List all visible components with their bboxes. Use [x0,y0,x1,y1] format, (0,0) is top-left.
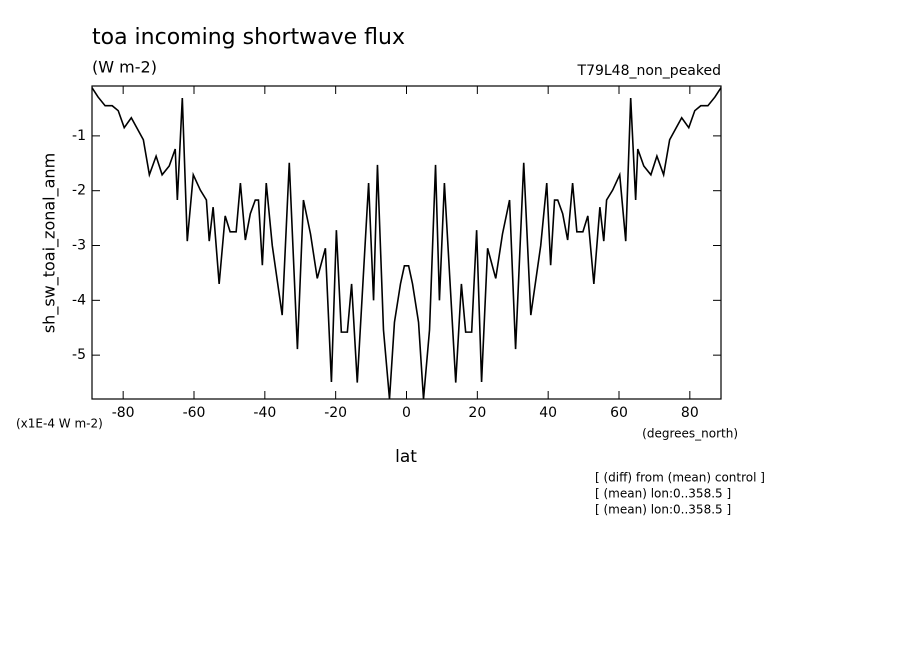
x-tick-label: -80 [112,405,135,421]
y-axis-label: sh_sw_toai_zonal_anm [40,153,60,333]
y-tick-label: -3 [72,238,86,254]
note: [ (diff) from (mean) control ] [595,471,765,485]
x-tick-label: -40 [253,405,276,421]
chart-subtitle: (W m-2) [92,58,157,77]
y-units: (x1E-4 W m-2) [16,417,103,431]
x-tick-label: 20 [468,405,486,421]
x-tick-label: 40 [539,405,557,421]
plot-frame [91,85,722,400]
run-label: T79L48_non_peaked [577,63,721,79]
chart-title: toa incoming shortwave flux [92,25,405,50]
x-tick-label: 60 [610,405,628,421]
x-tick-label: -20 [324,405,347,421]
note: [ (mean) lon:0..358.5 ] [595,487,731,501]
y-tick-label: -1 [72,128,86,144]
x-tick-label: -60 [183,405,206,421]
y-tick-label: -5 [72,347,86,363]
x-tick-label: 80 [681,405,699,421]
x-tick-label: 0 [402,405,411,421]
x-units: (degrees_north) [642,427,738,441]
y-tick-label: -2 [72,183,86,199]
data-line [91,87,722,400]
x-axis-label: lat [395,447,417,467]
y-tick-label: -4 [72,292,86,308]
note: [ (mean) lon:0..358.5 ] [595,503,731,517]
